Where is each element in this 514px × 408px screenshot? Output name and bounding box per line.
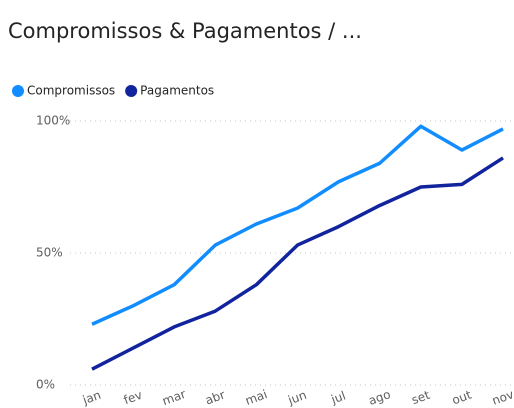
line (91, 156, 504, 371)
x-tick-label: jul (328, 389, 347, 407)
legend-marker (125, 85, 138, 97)
y-tick-label: 0% (36, 378, 55, 392)
x-tick-label: abr (203, 388, 227, 408)
x-tick-label: out (450, 387, 474, 407)
x-tick-label: set (410, 388, 432, 408)
legend-label: Compromissos (27, 84, 115, 98)
y-tick-label: 50% (36, 246, 63, 260)
line (91, 124, 504, 326)
x-tick-label: fev (122, 388, 144, 408)
x-tick-label: ago (367, 387, 393, 408)
y-tick-label: 100% (36, 114, 70, 128)
chart-title: Compromissos & Pagamentos / ... (8, 19, 362, 43)
x-tick-label: nov (490, 387, 514, 408)
x-tick-label: jan (80, 388, 103, 408)
legend-label: Pagamentos (140, 84, 214, 98)
legend-marker (12, 85, 24, 97)
x-tick-label: jun (285, 388, 308, 408)
x-tick-label: mar (160, 387, 187, 408)
x-tick-label: mai (243, 387, 269, 408)
